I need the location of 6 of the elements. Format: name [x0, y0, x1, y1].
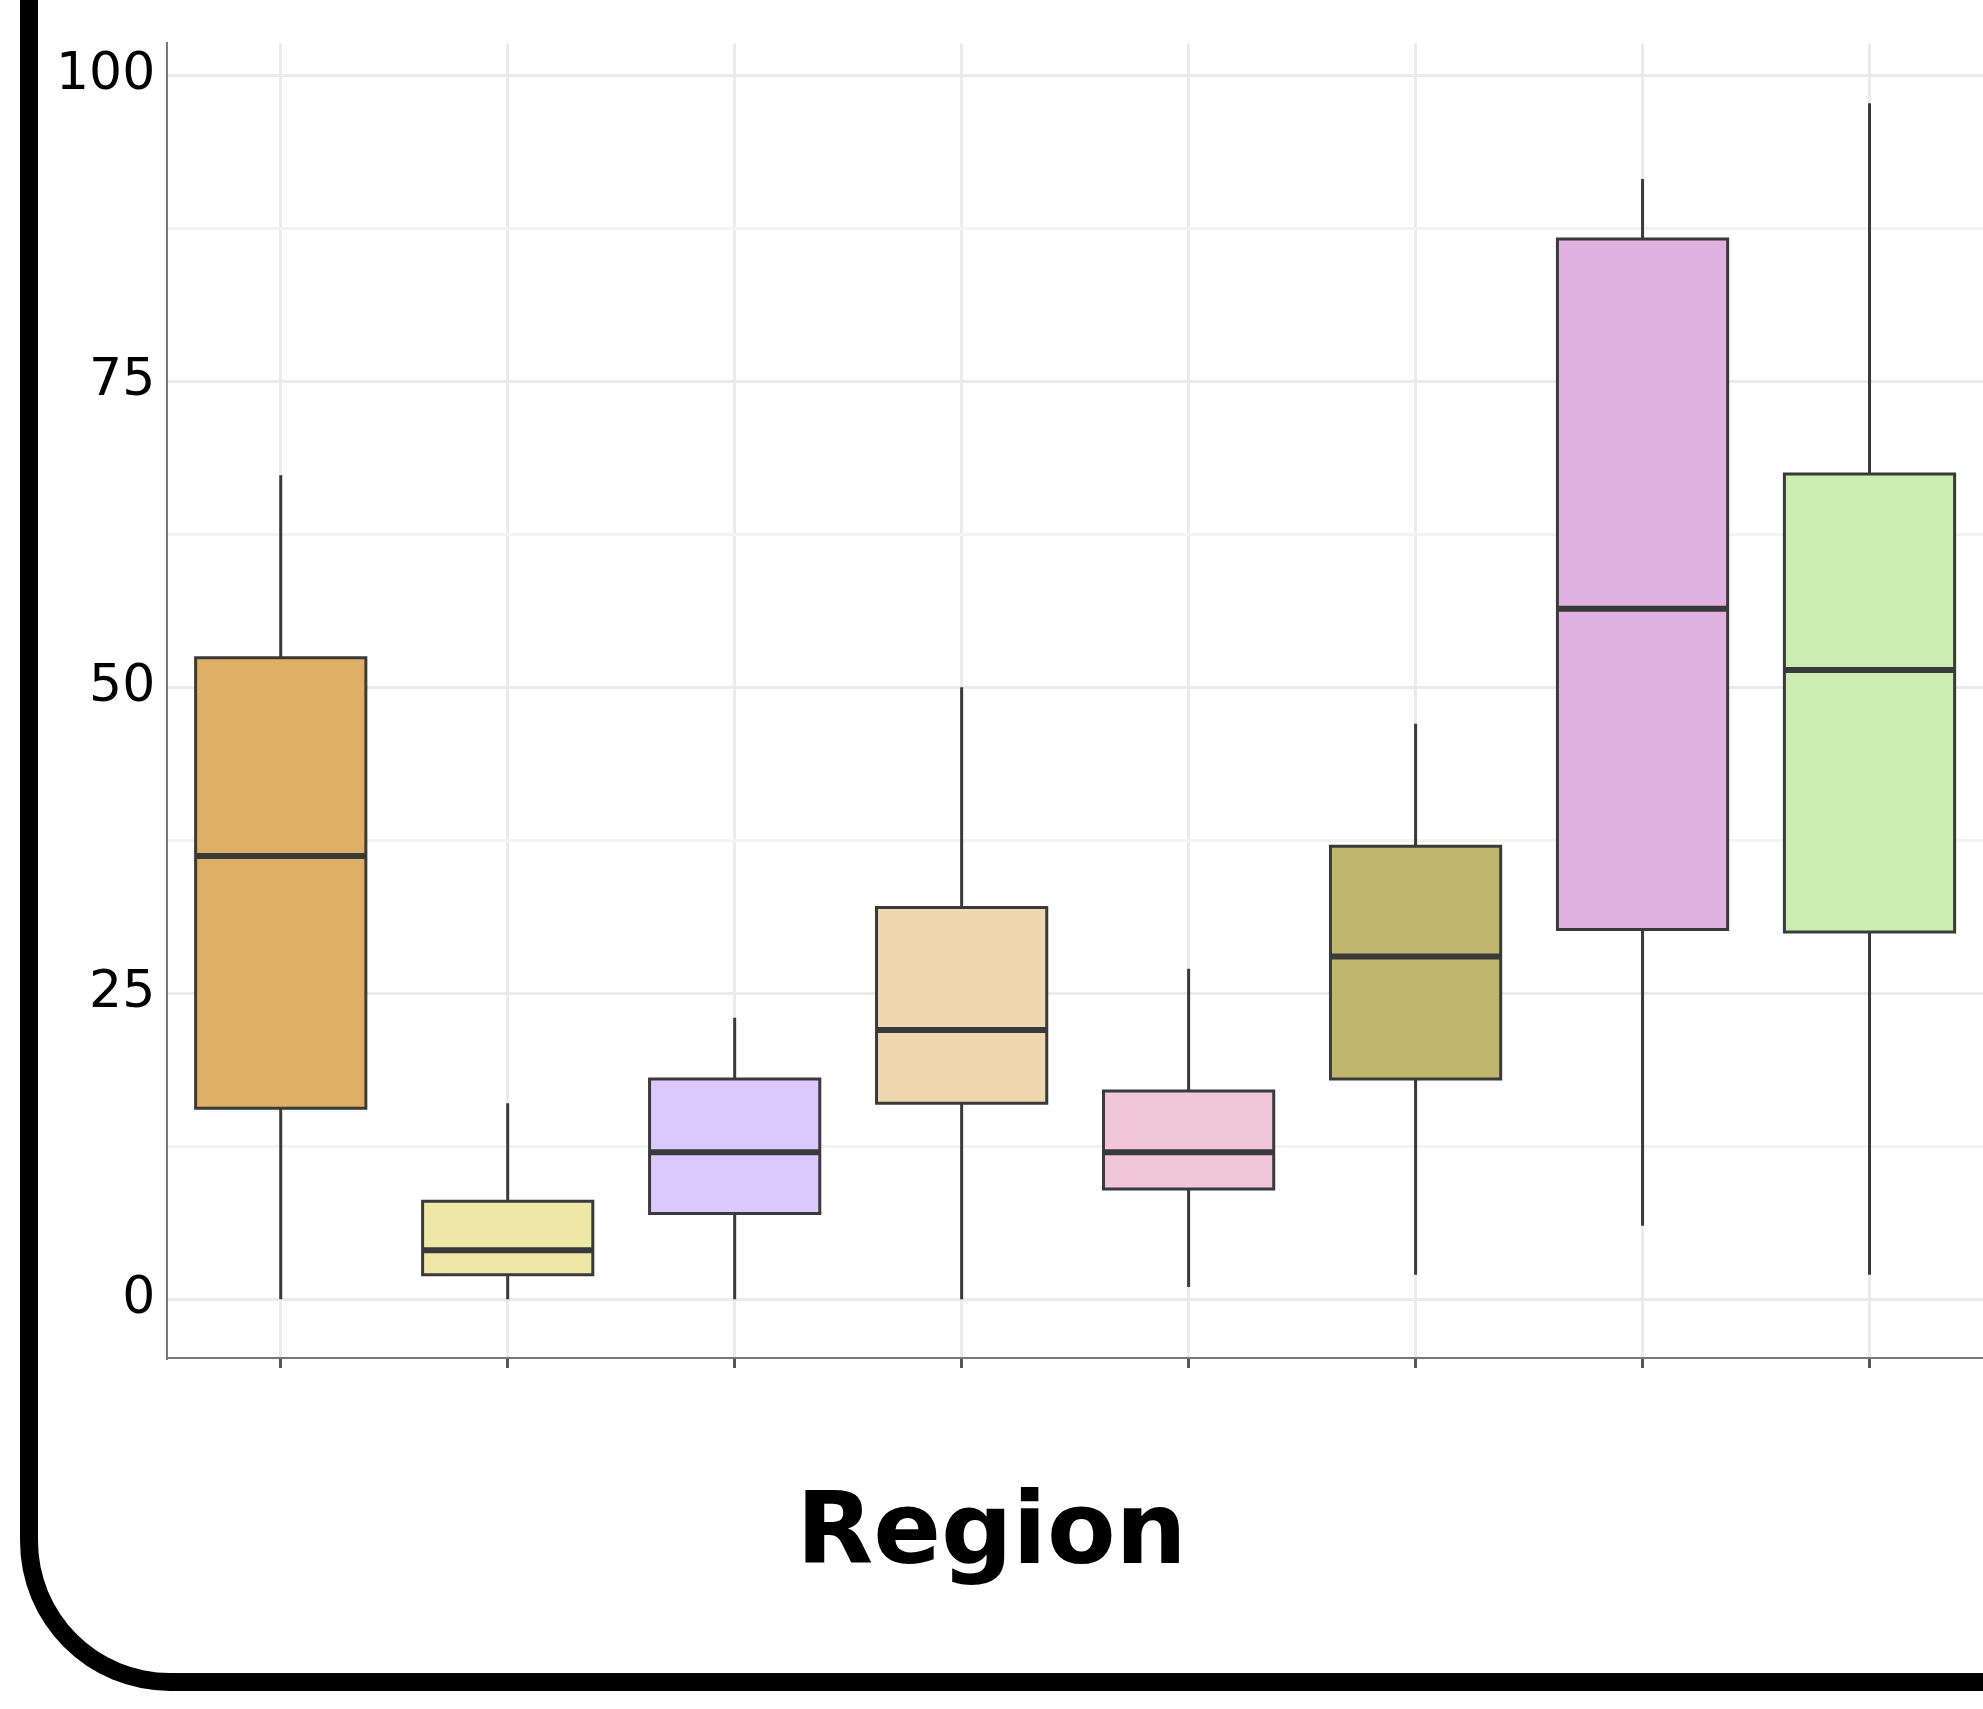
- y-tick-label: 25: [89, 958, 156, 1019]
- y-tick-label: 100: [55, 40, 156, 101]
- x-axis-title: Region: [795, 1470, 1188, 1587]
- y-tick-label: 75: [89, 346, 156, 407]
- y-tick-label: 50: [89, 652, 156, 713]
- y-tick-label: 0: [122, 1264, 156, 1325]
